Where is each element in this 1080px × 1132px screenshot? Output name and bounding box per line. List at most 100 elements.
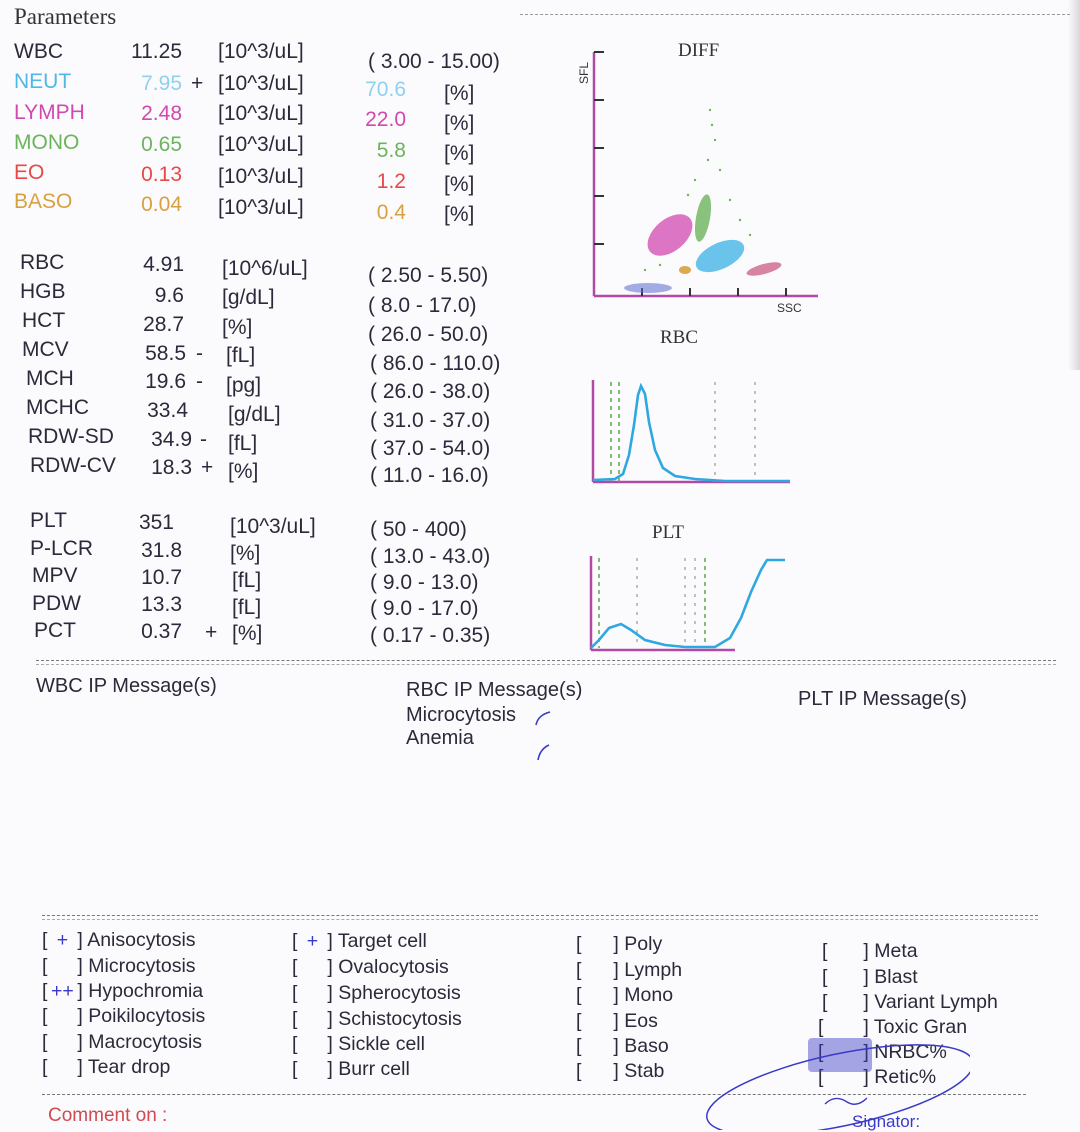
mono-value: 0.65 — [141, 133, 182, 156]
baso-label: BASO — [14, 190, 73, 213]
pdw-label: PDW — [32, 592, 81, 615]
check-macrocytosis: [] Macrocytosis — [42, 1031, 203, 1053]
hgb-unit: [g/dL] — [222, 286, 275, 309]
mchc-range: ( 31.0 - 37.0) — [370, 409, 491, 432]
messages-divider-top-2 — [36, 664, 1056, 665]
rbc-unit: [10^6/uL] — [222, 257, 308, 280]
check-label: Macrocytosis — [88, 1031, 203, 1053]
top-divider — [520, 14, 1070, 15]
check-baso: [] Baso — [576, 1035, 669, 1057]
check-mark: + — [306, 930, 319, 952]
baso-pct: 0.4 — [376, 201, 406, 224]
lymph-unit: [10^3/uL] — [218, 102, 304, 125]
plt-ip-message-title: PLT IP Message(s) — [798, 688, 967, 710]
plt-histogram — [589, 556, 785, 652]
pct-range: ( 0.17 - 0.35) — [370, 624, 491, 647]
page-edge-shadow — [1068, 0, 1080, 370]
mch-range: ( 26.0 - 38.0) — [370, 380, 491, 403]
scatter-dots — [643, 108, 752, 272]
checklist-divider-top — [42, 915, 1038, 916]
pct-unit: [%] — [232, 622, 263, 645]
pdw-range: ( 9.0 - 17.0) — [370, 597, 479, 620]
mono-pct-unit: [%] — [444, 142, 475, 165]
plt-histogram-title: PLT — [652, 522, 685, 543]
wbc-label: WBC — [14, 40, 63, 63]
hct-range: ( 26.0 - 50.0) — [368, 323, 489, 346]
plt-distribution-curve — [590, 558, 785, 649]
mch-value: 19.6 — [145, 370, 186, 393]
check-label: Toxic Gran — [873, 1016, 968, 1038]
check-label: Baso — [624, 1035, 669, 1057]
lymph-pct-unit: [%] — [444, 112, 475, 135]
signature-label: Signator: — [852, 1112, 921, 1131]
messages-divider-top — [36, 660, 1056, 661]
check-schistocytosis: [] Schistocytosis — [292, 1008, 462, 1030]
checklist-divider-bottom — [42, 1094, 1026, 1095]
mpv-unit: [fL] — [232, 569, 262, 592]
mchc-label: MCHC — [26, 396, 89, 419]
check-label: Ovalocytosis — [338, 956, 449, 978]
hct-label: HCT — [22, 309, 66, 332]
check-ovalocytosis: [] Ovalocytosis — [292, 956, 449, 978]
rbc-histogram-title: RBC — [660, 327, 699, 348]
plt-range: ( 50 - 400) — [370, 518, 467, 541]
plt-unit: [10^3/uL] — [230, 515, 316, 538]
pdw-value: 13.3 — [141, 593, 182, 616]
check-label: Retic% — [874, 1066, 937, 1088]
rbc-value: 4.91 — [143, 253, 184, 276]
hct-unit: [%] — [222, 316, 253, 339]
rdw-sd-value: 34.9 — [151, 428, 192, 451]
diff-scattergram: DIFF SFL SSC — [577, 40, 818, 315]
check-burr-cell: [] Burr cell — [292, 1058, 410, 1080]
check-label: Hypochromia — [88, 980, 204, 1002]
plt-label: PLT — [30, 509, 67, 532]
hgb-range: ( 8.0 - 17.0) — [368, 294, 477, 317]
mcv-range: ( 86.0 - 110.0) — [370, 352, 501, 375]
rdw-cv-flag: + — [201, 456, 214, 479]
rbc-ip-message-title: RBC IP Message(s) — [406, 679, 583, 701]
check-retic: [] Retic% — [818, 1066, 937, 1088]
neut-cluster — [695, 239, 745, 273]
checklist-divider-top-2 — [42, 919, 1038, 920]
rbc-histogram — [591, 380, 790, 484]
check-label: Tear drop — [87, 1056, 171, 1078]
p-lcr-label: P-LCR — [30, 537, 94, 560]
mono-unit: [10^3/uL] — [218, 133, 304, 156]
handwritten-tick-marks — [535, 711, 551, 761]
check-label: Poly — [624, 933, 663, 955]
check-label: Meta — [874, 940, 918, 962]
p-lcr-unit: [%] — [230, 542, 261, 565]
check-sickle-cell: [] Sickle cell — [292, 1033, 425, 1055]
rdw-sd-unit: [fL] — [228, 432, 258, 455]
hgb-label: HGB — [20, 280, 66, 303]
baso-pct-unit: [%] — [444, 203, 475, 226]
mchc-unit: [g/dL] — [228, 403, 281, 426]
check-anisocytosis: [+] Anisocytosis — [42, 929, 196, 951]
mcv-unit: [fL] — [226, 344, 256, 367]
check-label: Stab — [624, 1060, 665, 1082]
mono-cluster — [694, 194, 712, 242]
check-hypochromia: [++] Hypochromia — [42, 980, 204, 1002]
pct-value: 0.37 — [141, 620, 182, 643]
check-label: Variant Lymph — [874, 991, 998, 1013]
check-label: Blast — [874, 966, 918, 988]
lymph-cluster — [647, 214, 693, 256]
check-mark: + — [56, 929, 69, 951]
mono-label: MONO — [14, 131, 80, 154]
plt-value: 351 — [138, 511, 174, 534]
rdw-sd-label: RDW-SD — [28, 425, 114, 448]
wbc-ip-message-title: WBC IP Message(s) — [36, 675, 217, 697]
check-mono: [] Mono — [576, 984, 674, 1006]
eo-label: EO — [14, 161, 45, 184]
mpv-range: ( 9.0 - 13.0) — [370, 571, 479, 594]
lymph-pct: 22.0 — [365, 108, 406, 131]
wbc-unit: [10^3/uL] — [218, 40, 304, 63]
rdw-sd-range: ( 37.0 - 54.0) — [370, 437, 491, 460]
check-label: Target cell — [337, 930, 427, 952]
check-label: Poikilocytosis — [88, 1005, 206, 1027]
eo-pct-unit: [%] — [444, 173, 475, 196]
diff-title: DIFF — [678, 40, 719, 61]
mch-flag: - — [196, 370, 203, 393]
diff-x-label: SSC — [777, 301, 802, 315]
hct-value: 28.7 — [143, 313, 184, 336]
